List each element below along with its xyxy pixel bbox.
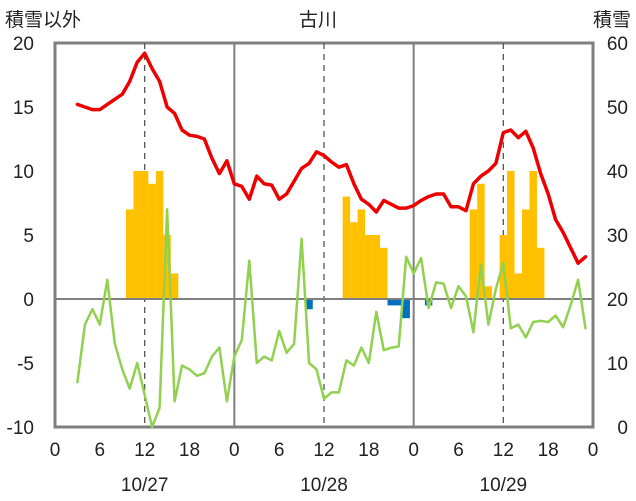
y-right-tick-label: 10: [607, 354, 628, 375]
x-tick-label: 6: [274, 440, 285, 461]
bar-positive: [522, 209, 530, 299]
bar-positive: [125, 209, 134, 299]
bar-positive: [536, 247, 545, 299]
bar-positive: [380, 247, 388, 299]
x-tick-label: 0: [408, 440, 419, 461]
y-left-tick-label: -10: [7, 418, 34, 439]
bar-positive: [372, 235, 381, 299]
bar-negative: [305, 299, 313, 310]
x-tick-label: 12: [313, 440, 334, 461]
other-value-line: [76, 208, 587, 429]
bar-positive: [477, 183, 485, 299]
bar-positive: [365, 235, 373, 299]
y-left-tick-label: 15: [13, 98, 34, 119]
x-tick-label: 6: [95, 440, 106, 461]
bar-negative: [402, 299, 410, 319]
bar-positive: [133, 171, 141, 299]
bar-positive: [357, 209, 366, 299]
y-right-tick-label: 0: [617, 418, 628, 439]
bar-positive: [140, 171, 149, 299]
x-tick-label: 0: [229, 440, 240, 461]
y-right-tick-label: 30: [607, 226, 628, 247]
x-tick-label: 18: [179, 440, 200, 461]
y-right-tick-label: 20: [607, 290, 628, 311]
y-left-tick-label: 0: [23, 290, 34, 311]
snow-depth-line: [75, 51, 588, 265]
y-left-tick-label: 10: [13, 162, 34, 183]
y-axis-left-title: 積雪以外: [5, 9, 81, 31]
bar-positive: [148, 183, 156, 299]
bar-positive: [529, 171, 537, 299]
x-tick-label: 6: [453, 440, 464, 461]
x-tick-label: 12: [493, 440, 514, 461]
y-left-tick-label: -5: [17, 354, 34, 375]
x-date-label: 10/28: [300, 475, 348, 496]
x-tick-label: 12: [134, 440, 155, 461]
bar-positive: [163, 235, 171, 299]
x-tick-label: 0: [50, 440, 61, 461]
y-axis-right-title: 積雪: [593, 9, 631, 31]
bar-positive: [507, 171, 515, 299]
x-date-label: 10/29: [480, 475, 528, 496]
y-right-tick-label: 50: [607, 98, 628, 119]
bar-positive: [342, 196, 351, 299]
y-left-tick-label: 20: [13, 34, 34, 55]
x-tick-label: 18: [538, 440, 559, 461]
bar-negative: [394, 299, 403, 306]
y-right-tick-label: 60: [607, 34, 628, 55]
bar-positive: [155, 171, 164, 299]
x-tick-label: 0: [588, 440, 599, 461]
bar-positive: [484, 286, 493, 299]
bar-positive: [170, 273, 179, 299]
x-date-label: 10/27: [121, 475, 169, 496]
chart-title: 古川: [299, 9, 337, 31]
bar-positive: [514, 273, 523, 299]
x-tick-label: 18: [358, 440, 379, 461]
y-right-tick-label: 40: [607, 162, 628, 183]
bar-positive: [469, 209, 478, 299]
bar-positive: [350, 222, 358, 299]
bar-negative: [387, 299, 395, 306]
y-left-tick-label: 5: [23, 226, 34, 247]
